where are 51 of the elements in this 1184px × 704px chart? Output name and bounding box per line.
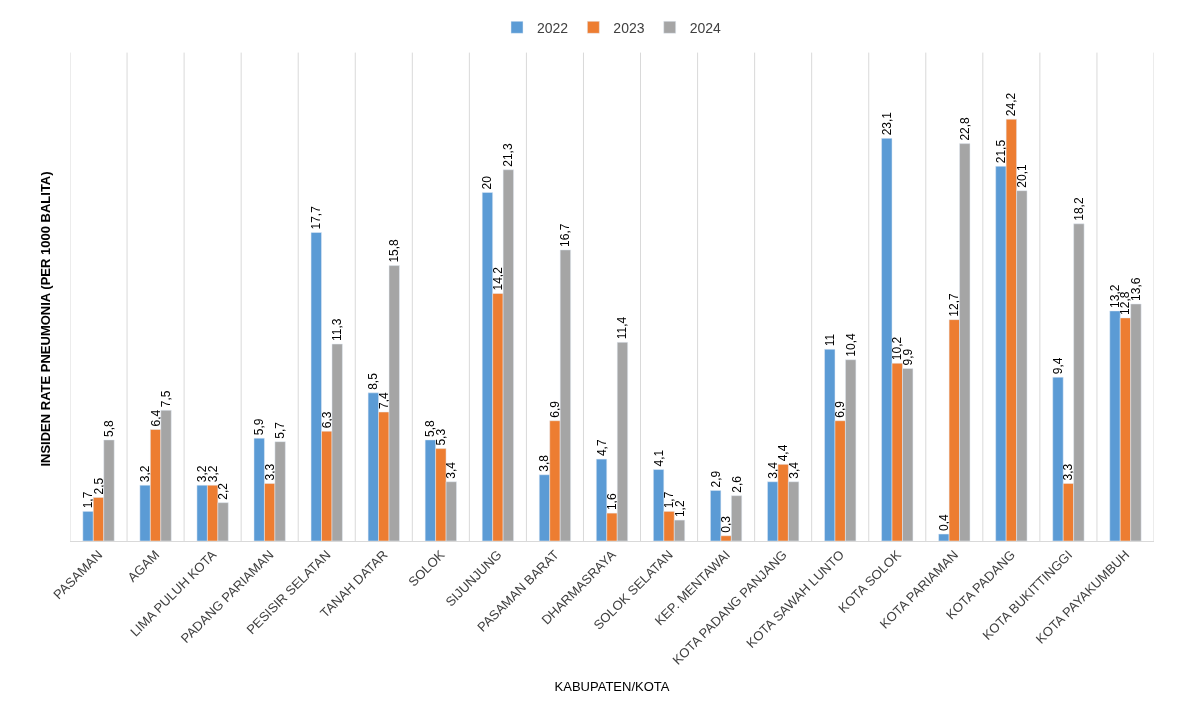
data-label: 7,5 <box>159 390 174 408</box>
data-label: 11,3 <box>330 318 345 342</box>
data-label: 17,7 <box>309 205 324 230</box>
data-label: 3,4 <box>765 461 780 479</box>
data-label: 11 <box>822 333 837 347</box>
data-label: 2,9 <box>708 470 723 488</box>
data-label: 12,7 <box>947 292 962 317</box>
data-label: 2,5 <box>91 477 106 495</box>
data-label: 6,9 <box>833 400 848 418</box>
data-label: 3,3 <box>262 463 277 481</box>
data-label: 4,7 <box>594 439 609 457</box>
data-label: 15,8 <box>387 238 402 263</box>
data-label: 2,6 <box>729 475 744 493</box>
data-label: 20 <box>480 175 495 190</box>
data-label: 6,3 <box>319 411 334 429</box>
data-label: 5,8 <box>101 419 116 437</box>
data-label: 10,4 <box>843 333 858 357</box>
data-label: 3,4 <box>786 461 801 479</box>
data-label: 2,2 <box>216 482 231 500</box>
data-label: 9,4 <box>1050 357 1065 375</box>
data-label: 5,7 <box>273 421 288 439</box>
data-label: 0,4 <box>936 514 951 532</box>
data-label: 9,9 <box>900 348 915 366</box>
data-label: 4,1 <box>651 449 666 467</box>
data-label: 1,6 <box>605 493 619 511</box>
data-label: 3,3 <box>1061 463 1076 481</box>
data-label: 4,4 <box>776 444 791 462</box>
data-label: 3,4 <box>444 461 459 479</box>
legend-label: 2022 <box>537 19 569 36</box>
data-label: 6,9 <box>547 400 562 418</box>
data-label: 3,8 <box>537 454 552 472</box>
data-label: 3,2 <box>138 465 153 483</box>
data-label: 0,3 <box>719 515 734 533</box>
data-label: 5,9 <box>252 418 267 436</box>
data-label: 7,4 <box>376 392 391 410</box>
legend-label: 2023 <box>613 19 645 36</box>
data-label: 23,1 <box>879 111 894 136</box>
data-label: 18,2 <box>1071 197 1086 221</box>
data-label: 6,4 <box>148 409 163 427</box>
data-label: 11,4 <box>615 316 630 340</box>
data-label: 8,5 <box>366 372 381 390</box>
y-axis-title: INSIDEN RATE PNEUMONIA (PER 1000 BALITA) <box>37 171 53 467</box>
data-label: 20,1 <box>1014 163 1029 188</box>
x-axis-title: KABUPATEN/KOTA <box>554 679 670 695</box>
data-label: 16,7 <box>558 223 573 247</box>
data-label: 24,2 <box>1004 92 1019 117</box>
data-label: 21,3 <box>501 143 516 167</box>
data-label: 14,2 <box>490 266 505 291</box>
data-label: 22,8 <box>957 116 972 141</box>
legend-label: 2024 <box>689 19 722 36</box>
data-label: 21,5 <box>993 139 1008 164</box>
